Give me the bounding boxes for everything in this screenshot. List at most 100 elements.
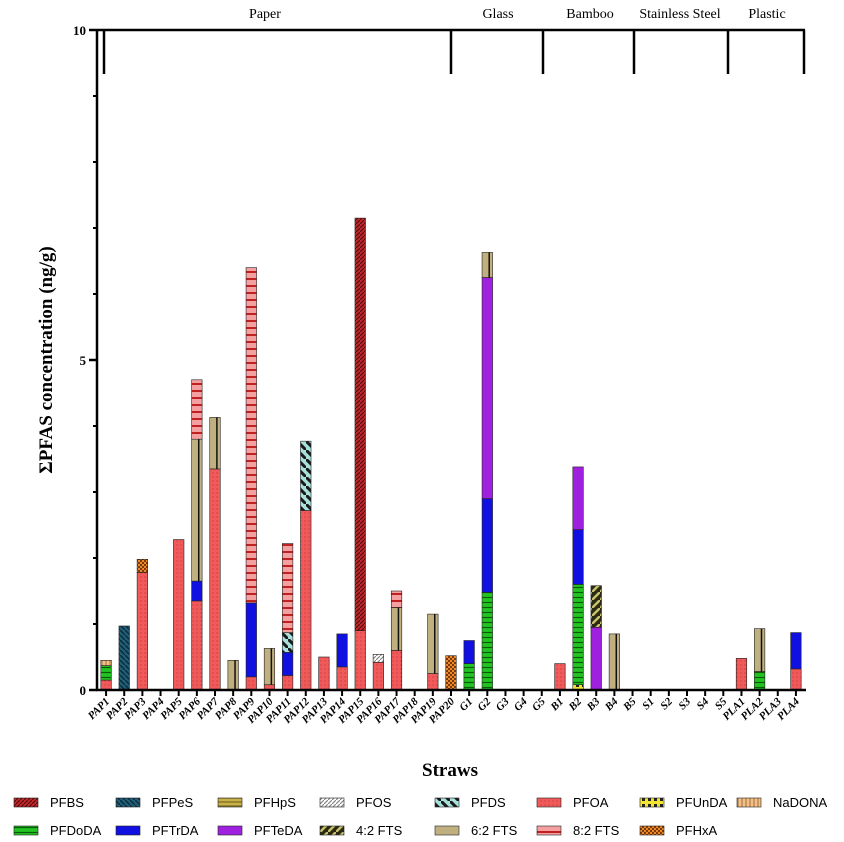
y-tick-label: 10 — [73, 23, 86, 38]
bar-segment — [790, 668, 802, 691]
bar-segment — [735, 658, 748, 691]
x-tick-label: G1 — [457, 696, 475, 714]
bar-stack-pap1 — [100, 659, 112, 691]
bar-segment — [572, 466, 584, 530]
group-label-paper: Paper — [249, 7, 281, 22]
bars — [100, 217, 802, 691]
legend-label: 4:2 FTS — [356, 823, 403, 838]
bar-segment — [372, 661, 384, 691]
legend-item: PFDoDA — [13, 823, 102, 838]
bar-segment — [790, 632, 802, 670]
bar-stack-pla1 — [735, 658, 748, 691]
bar-stack-g1 — [463, 640, 475, 691]
bar-stack-pap10 — [263, 648, 276, 691]
legend-swatch — [434, 797, 460, 808]
legend-item: PFPeS — [115, 795, 194, 810]
bar-segment — [300, 510, 312, 691]
bar-segment — [191, 379, 203, 440]
legend-label: PFPeS — [152, 795, 194, 810]
bar-stack-pap6 — [191, 379, 203, 691]
group-label-stainless-steel: Stainless Steel — [639, 7, 720, 22]
legend-item: PFBS — [13, 795, 84, 810]
bar-segment — [282, 543, 294, 633]
legend-swatch — [13, 797, 39, 808]
y-tick-label: 0 — [80, 683, 87, 698]
legend-item: PFTrDA — [115, 823, 199, 838]
x-tick-label: S2 — [658, 695, 675, 712]
bar-segment — [463, 663, 475, 691]
legend: PFBS PFPeS PFHpS PFOS PFDS PFOA PFUnDA NaDONA PF… — [13, 795, 828, 838]
x-tick-label: S3 — [676, 695, 693, 712]
bar-segment — [481, 277, 493, 499]
bar-stack-pap15 — [354, 217, 366, 691]
group-label-plastic: Plastic — [748, 7, 785, 22]
legend-item: 4:2 FTS — [319, 823, 403, 838]
bar-segment — [354, 217, 366, 631]
legend-swatch — [319, 797, 345, 808]
bar-segment — [100, 659, 112, 666]
y-axis-title: ΣPFAS concentration (ng/g) — [36, 246, 57, 473]
group-label-glass: Glass — [482, 7, 513, 22]
bar-segment — [118, 625, 130, 691]
bar-segment — [100, 679, 112, 691]
bar-stack-b4 — [608, 633, 620, 691]
bar-segment — [390, 607, 403, 651]
x-tick-label: G4 — [512, 695, 530, 713]
bar-segment — [227, 659, 239, 691]
legend-swatch — [639, 797, 665, 808]
bar-stack-pap16 — [372, 654, 384, 691]
bar-stack-b2 — [572, 466, 584, 691]
legend-label: PFBS — [50, 795, 84, 810]
legend-label: PFTrDA — [152, 823, 199, 838]
legend-swatch — [639, 825, 665, 836]
legend-item: 8:2 FTS — [536, 823, 620, 838]
bar-segment — [390, 590, 403, 608]
bar-stack-pap7 — [209, 417, 221, 691]
bar-segment — [608, 633, 620, 691]
bar-segment — [390, 650, 403, 691]
legend-swatch — [217, 797, 243, 808]
x-tick-label: S4 — [695, 695, 712, 712]
bar-stack-pap20 — [445, 655, 457, 691]
legend-label: 6:2 FTS — [471, 823, 518, 838]
bar-stack-pap12 — [300, 440, 312, 691]
legend-item: PFTeDA — [217, 823, 303, 838]
bar-segment — [136, 559, 148, 573]
legend-swatch — [217, 825, 243, 836]
bar-stack-pap17 — [390, 590, 403, 691]
bar-segment — [590, 626, 602, 691]
bar-stack-pla2 — [754, 628, 766, 691]
bar-segment — [282, 652, 294, 676]
bar-segment — [209, 468, 221, 691]
bar-segment — [590, 585, 602, 628]
bar-segment — [372, 654, 384, 663]
bar-segment — [427, 673, 439, 691]
bar-stack-pap3 — [136, 559, 148, 691]
x-tick-label: G2 — [475, 695, 493, 713]
legend-label: PFDoDA — [50, 823, 102, 838]
legend-swatch — [434, 825, 460, 836]
legend-swatch — [115, 825, 141, 836]
bar-segment — [136, 572, 148, 691]
bar-segment — [354, 630, 366, 691]
bar-stack-pap9 — [245, 267, 257, 691]
legend-label: PFHpS — [254, 795, 296, 810]
bar-stack-pap19 — [427, 613, 439, 691]
bar-segment — [173, 539, 185, 691]
bar-segment — [427, 613, 439, 674]
legend-swatch — [536, 797, 562, 808]
bar-stack-pap14 — [336, 633, 348, 691]
bar-segment — [282, 675, 294, 691]
legend-label: PFOA — [573, 795, 609, 810]
bar-stack-pla4 — [790, 632, 802, 691]
bar-segment — [754, 628, 766, 672]
x-tick-label: G3 — [494, 695, 512, 713]
legend-swatch — [536, 825, 562, 836]
bar-segment — [245, 267, 257, 604]
bar-segment — [191, 438, 203, 582]
bar-segment — [191, 600, 203, 691]
y-axis — [89, 28, 99, 692]
y-tick-label: 5 — [80, 353, 87, 368]
x-tick-label: B2 — [566, 695, 585, 714]
